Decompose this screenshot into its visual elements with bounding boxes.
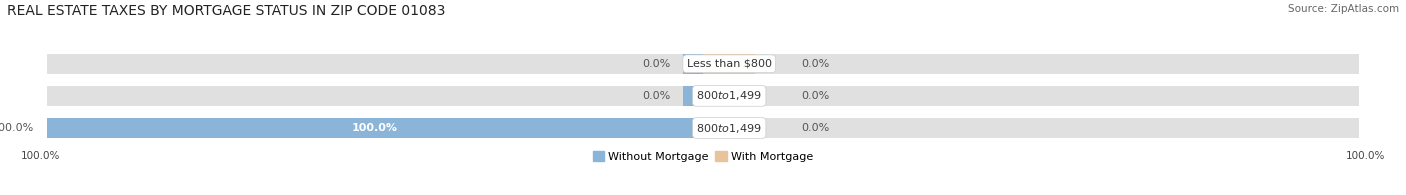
- Text: 0.0%: 0.0%: [801, 59, 830, 69]
- Bar: [46, 118, 703, 138]
- Text: 0.0%: 0.0%: [801, 123, 830, 133]
- Text: 100.0%: 100.0%: [352, 123, 398, 133]
- Bar: [46, 54, 1360, 74]
- Bar: [683, 54, 703, 74]
- Text: 0.0%: 0.0%: [643, 91, 671, 101]
- Bar: [703, 118, 755, 138]
- Text: 100.0%: 100.0%: [0, 123, 34, 133]
- Text: 100.0%: 100.0%: [21, 151, 60, 161]
- Bar: [703, 54, 755, 74]
- Text: 0.0%: 0.0%: [801, 91, 830, 101]
- Text: 0.0%: 0.0%: [643, 59, 671, 69]
- Bar: [683, 86, 703, 106]
- Text: $800 to $1,499: $800 to $1,499: [696, 89, 762, 102]
- Text: Less than $800: Less than $800: [686, 59, 772, 69]
- Bar: [703, 86, 755, 106]
- Text: $800 to $1,499: $800 to $1,499: [696, 121, 762, 135]
- Legend: Without Mortgage, With Mortgage: Without Mortgage, With Mortgage: [588, 147, 818, 166]
- Text: REAL ESTATE TAXES BY MORTGAGE STATUS IN ZIP CODE 01083: REAL ESTATE TAXES BY MORTGAGE STATUS IN …: [7, 4, 446, 18]
- Text: 100.0%: 100.0%: [1346, 151, 1385, 161]
- Bar: [46, 86, 1360, 106]
- Bar: [46, 118, 1360, 138]
- Text: Source: ZipAtlas.com: Source: ZipAtlas.com: [1288, 4, 1399, 14]
